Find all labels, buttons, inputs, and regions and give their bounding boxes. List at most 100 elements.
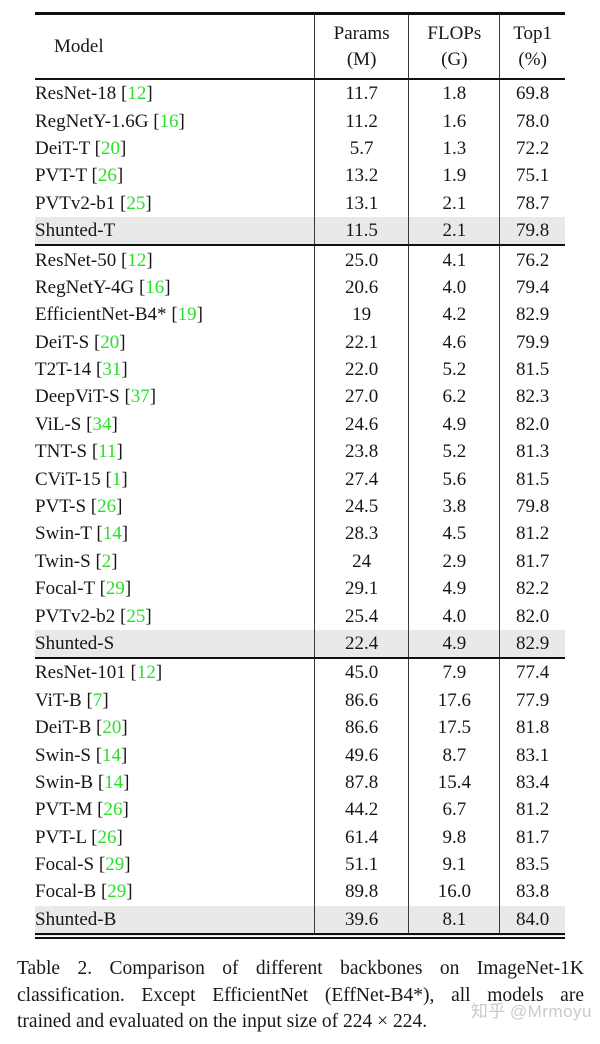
top1-cell: 78.0 — [516, 110, 550, 132]
top1-cell: 77.4 — [499, 657, 565, 687]
reference-citation: [29] — [94, 578, 132, 600]
caption-line-2: classification. Except EfficientNet (Eff… — [17, 984, 584, 1006]
reference-number: 7 — [92, 689, 103, 711]
top1-cell: 76.2 — [499, 244, 565, 274]
top1-cell: 82.0 — [516, 605, 550, 627]
col-header-params-unit: (M) — [346, 48, 377, 70]
col-header-flops-label: FLOPs — [427, 23, 482, 45]
zhihu-logo-text: 知乎 — [470, 1002, 506, 1021]
reference-number: 20 — [100, 331, 120, 353]
reference-number: 12 — [136, 662, 156, 684]
params-cell: 39.6 — [314, 905, 410, 937]
flops-cell: 7.9 — [408, 657, 501, 687]
flops-cell: 17.6 — [408, 686, 501, 714]
reference-number: 31 — [102, 359, 122, 381]
model-cell: DeepViT-S [37] — [35, 383, 315, 411]
model-cell: CViT-15 [1] — [35, 465, 315, 493]
reference-citation: [29] — [94, 854, 131, 876]
reference-number: 34 — [92, 413, 112, 435]
params-cell: 49.6 — [314, 741, 410, 769]
params-cell: 19 — [314, 301, 410, 329]
reference-number: 26 — [97, 826, 117, 848]
flops-cell: 8.7 — [408, 741, 501, 769]
reference-citation: [26] — [92, 799, 129, 821]
params-cell: 25.4 — [314, 602, 410, 630]
flops-cell: 1.9 — [408, 162, 501, 190]
reference-citation: [20] — [89, 137, 127, 159]
table-row: DeiT-B [20] 86.6 17.5 81.8 — [35, 713, 565, 742]
params-cell: 27.4 — [314, 465, 410, 493]
flops-cell: 4.0 — [408, 273, 501, 302]
table-row: RegNetY-4G [16] 20.6 4.0 79.4 — [35, 273, 565, 302]
model-cell: PVT-M [26] — [35, 796, 315, 824]
table-row: CViT-15 [1] 27.4 5.6 81.5 — [35, 465, 565, 493]
table-row: T2T-14 [31] 22.0 5.2 81.5 — [35, 355, 565, 384]
model-cell: RegNetY-1.6G [16] — [35, 107, 315, 135]
top1-cell: 79.8 — [516, 220, 550, 242]
reference-number: 12 — [127, 83, 147, 105]
col-header-top1: Top1 (%) — [499, 13, 565, 80]
top1-cell: 84.0 — [516, 908, 550, 930]
table-row: ViT-B [7] 86.6 17.6 77.9 — [35, 686, 565, 714]
model-cell: Swin-S [14] — [35, 741, 315, 769]
reference-citation: [37] — [119, 386, 157, 408]
top1-cell: 82.0 — [516, 413, 550, 435]
reference-number: 1 — [111, 468, 122, 490]
table-row: ViL-S [34] 24.6 4.9 82.0 — [35, 410, 565, 439]
params-cell: 11.5 — [314, 216, 410, 246]
model-cell: ResNet-50 [12] — [35, 244, 315, 274]
model-cell: Shunted-T — [35, 216, 315, 246]
model-cell: ViT-B [7] — [35, 686, 315, 714]
params-cell: 23.8 — [314, 438, 410, 466]
table-row: TNT-S [11] 23.8 5.2 81.3 — [35, 438, 565, 466]
flops-cell: 1.3 — [408, 134, 501, 163]
table-row: PVT-M [26] 44.2 6.7 81.2 — [35, 796, 565, 824]
results-table: Model Params (M) FLOPs (G) Top1 (%) ResN… — [35, 12, 565, 940]
table-row: DeiT-T [20] 5.7 1.3 72.2 — [35, 134, 565, 163]
table-row: Shunted-B 39.6 8.1 84.0 — [35, 905, 565, 937]
reference-number: 20 — [100, 137, 120, 159]
reference-citation: [14] — [93, 771, 130, 793]
flops-cell: 4.1 — [408, 244, 501, 274]
top1-cell: 83.5 — [516, 854, 550, 876]
top1-cell: 81.2 — [516, 799, 550, 821]
top1-cell: 79.4 — [516, 276, 550, 298]
params-cell: 22.1 — [314, 328, 410, 356]
table-row: ResNet-101 [12] 45.0 7.9 77.4 — [35, 657, 565, 687]
reference-number: 29 — [107, 881, 127, 903]
model-cell: PVTv2-b1 [25] — [35, 189, 315, 217]
flops-cell: 1.8 — [408, 79, 501, 108]
reference-citation: [31] — [91, 359, 128, 381]
flops-cell: 5.2 — [408, 355, 501, 384]
reference-citation: [12] — [116, 249, 153, 271]
reference-citation: [1] — [100, 468, 128, 490]
flops-cell: 15.4 — [408, 768, 501, 797]
table-row: ResNet-18 [12] 11.7 1.8 69.8 — [35, 79, 565, 108]
reference-number: 14 — [102, 744, 122, 766]
flops-cell: 5.2 — [408, 438, 501, 466]
flops-cell: 16.0 — [408, 878, 501, 906]
top1-cell: 79.8 — [516, 496, 550, 518]
table-row: Swin-S [14] 49.6 8.7 83.1 — [35, 741, 565, 769]
table-row: Shunted-S 22.4 4.9 82.9 — [35, 629, 565, 659]
flops-cell: 9.1 — [408, 850, 501, 879]
table-row: Swin-T [14] 28.3 4.5 81.2 — [35, 520, 565, 548]
reference-number: 25 — [126, 605, 146, 627]
flops-cell: 5.6 — [408, 465, 501, 493]
flops-cell: 8.1 — [408, 905, 501, 937]
model-cell: ResNet-18 [12] — [35, 79, 315, 108]
table-row: Focal-S [29] 51.1 9.1 83.5 — [35, 850, 565, 879]
top1-cell: 83.1 — [516, 744, 550, 766]
top1-cell: 82.9 — [516, 304, 550, 326]
reference-citation: [26] — [86, 165, 124, 187]
top1-cell: 83.4 — [516, 771, 550, 793]
flops-cell: 4.0 — [408, 602, 501, 630]
flops-cell: 9.8 — [408, 823, 501, 851]
reference-citation: [16] — [134, 276, 171, 298]
table-row: DeiT-S [20] 22.1 4.6 79.9 — [35, 328, 565, 356]
reference-citation: [16] — [148, 110, 185, 132]
top1-cell: 81.7 — [516, 550, 550, 572]
model-cell: Focal-B [29] — [35, 878, 315, 906]
reference-citation: [25] — [115, 605, 152, 627]
params-cell: 22.0 — [314, 355, 410, 384]
